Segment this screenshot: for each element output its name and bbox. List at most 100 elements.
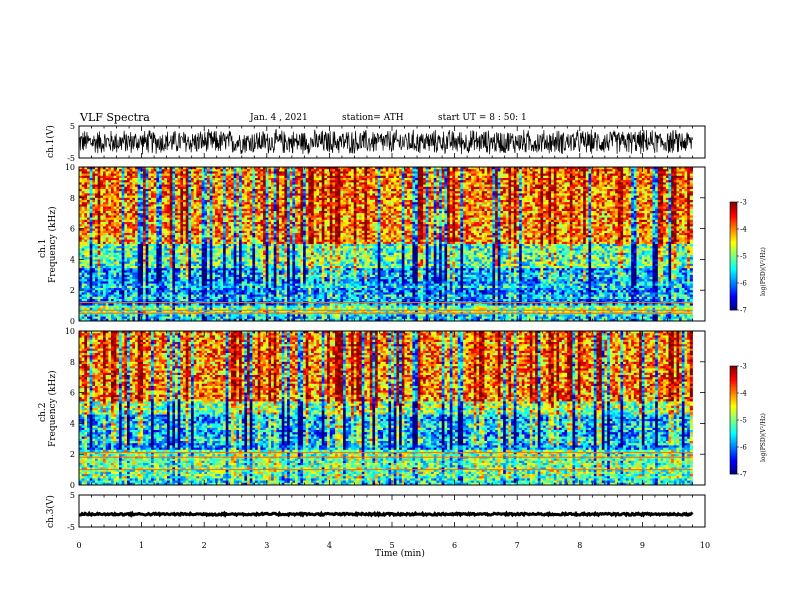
spectrogram-cell <box>495 169 499 172</box>
spectrogram-cell <box>145 169 149 172</box>
spectrogram-cell <box>636 186 640 190</box>
spectrogram-cell <box>687 182 691 185</box>
spectrogram-cell <box>452 180 456 183</box>
spectrogram-cell <box>351 182 355 185</box>
spectrogram-cell <box>479 167 483 170</box>
spectrogram-cell <box>457 180 461 183</box>
spectrogram-cell <box>660 186 664 190</box>
spectrogram-cell <box>553 189 557 192</box>
spectrogram-cell <box>199 169 203 172</box>
spectrogram-cell <box>511 178 515 181</box>
spectrogram-cell <box>209 189 213 192</box>
spectrogram-cell <box>407 189 411 192</box>
spectrogram-cell <box>508 167 512 170</box>
spectrogram-cell <box>159 173 163 177</box>
spectrogram-cell <box>641 171 645 174</box>
spectrogram-cell <box>97 182 101 185</box>
spectrogram-cell <box>513 186 517 190</box>
spectrogram-cell <box>537 180 541 183</box>
spectrogram-cell <box>281 169 285 172</box>
spectrogram-cell <box>127 178 131 181</box>
spectrogram-cell <box>289 189 293 192</box>
spectrogram-cell <box>436 173 440 177</box>
spectrogram-cell <box>153 167 157 170</box>
spectrogram-cell <box>143 169 147 172</box>
spectrogram-cell <box>553 175 557 179</box>
spectrogram-cell <box>121 186 125 190</box>
spectrogram-cell <box>137 169 141 172</box>
spectrogram-cell <box>111 167 115 170</box>
spectrogram-cell <box>633 189 637 192</box>
spectrogram-cell <box>417 167 421 170</box>
spectrogram-cell <box>324 173 328 177</box>
spectrogram-cell <box>599 186 603 190</box>
spectrogram-cell <box>223 171 227 174</box>
spectrogram-cell <box>641 186 645 190</box>
spectrogram-cell <box>556 186 560 190</box>
spectrogram-cell <box>577 169 581 172</box>
spectrogram-cell <box>673 184 677 188</box>
spectrogram-cell <box>631 182 635 185</box>
spectrogram-cell <box>252 173 256 177</box>
spectrogram-cell <box>401 171 405 174</box>
spectrogram-cell <box>601 189 605 192</box>
spectrogram-cell <box>607 182 611 185</box>
spectrogram-cell <box>505 182 509 185</box>
spectrogram-cell <box>452 186 456 190</box>
spectrogram-cell <box>193 189 197 192</box>
spectrogram-cell <box>633 186 637 190</box>
spectrogram-cell <box>551 184 555 188</box>
spectrogram-cell <box>615 178 619 181</box>
spectrogram-cell <box>465 189 469 192</box>
spectrogram-cell <box>553 169 557 172</box>
spectrogram-cell <box>311 173 315 177</box>
spectrogram-cell <box>484 169 488 172</box>
spectrogram-cell <box>583 175 587 179</box>
spectrogram-cell <box>588 186 592 190</box>
spectrogram-cell <box>441 184 445 188</box>
spectrogram-cell <box>668 178 672 181</box>
spectrogram-cell <box>593 186 597 190</box>
spectrogram-cell <box>273 180 277 183</box>
spectrogram-cell <box>548 167 552 170</box>
spectrogram-cell <box>377 184 381 188</box>
spectrogram-cell <box>177 182 181 185</box>
spectrogram-cell <box>343 175 347 179</box>
spectrogram-cell <box>524 184 528 188</box>
spectrogram-cell <box>289 171 293 174</box>
spectrogram-cell <box>252 169 256 172</box>
spectrogram-cell <box>457 178 461 181</box>
spectrogram-cell <box>231 180 235 183</box>
spectrogram-cell <box>207 186 211 190</box>
spectrogram-cell <box>628 171 632 174</box>
spectrogram-cell <box>100 171 104 174</box>
spectrogram-cell <box>596 173 600 177</box>
spectrogram-cell <box>321 169 325 172</box>
spectrogram-cell <box>225 171 229 174</box>
spectrogram-cell <box>633 178 637 181</box>
spectrogram-cell <box>337 180 341 183</box>
spectrogram-cell <box>575 178 579 181</box>
spectrogram-cell <box>348 189 352 192</box>
spectrogram-cell <box>489 167 493 170</box>
spectrogram-cell <box>628 186 632 190</box>
spectrogram-cell <box>676 178 680 181</box>
spectrogram-cell <box>495 182 499 185</box>
spectrogram-cell <box>452 171 456 174</box>
spectrogram-cell <box>209 186 213 190</box>
spectrogram-cell <box>316 178 320 181</box>
spectrogram-cell <box>519 167 523 170</box>
spectrogram-cell <box>492 189 496 192</box>
spectrogram-cell <box>687 171 691 174</box>
spectrogram-cell <box>223 180 227 183</box>
spectrogram-cell <box>284 171 288 174</box>
spectrogram-cell <box>673 169 677 172</box>
spectrogram-cell <box>679 178 683 181</box>
spectrogram-cell <box>153 182 157 185</box>
spectrogram-cell <box>647 175 651 179</box>
spectrogram-cell <box>641 184 645 188</box>
spectrogram-cell <box>681 189 685 192</box>
spectrogram-cell <box>292 171 296 174</box>
spectrogram-cell <box>508 171 512 174</box>
spectrogram-cell <box>209 191 213 194</box>
